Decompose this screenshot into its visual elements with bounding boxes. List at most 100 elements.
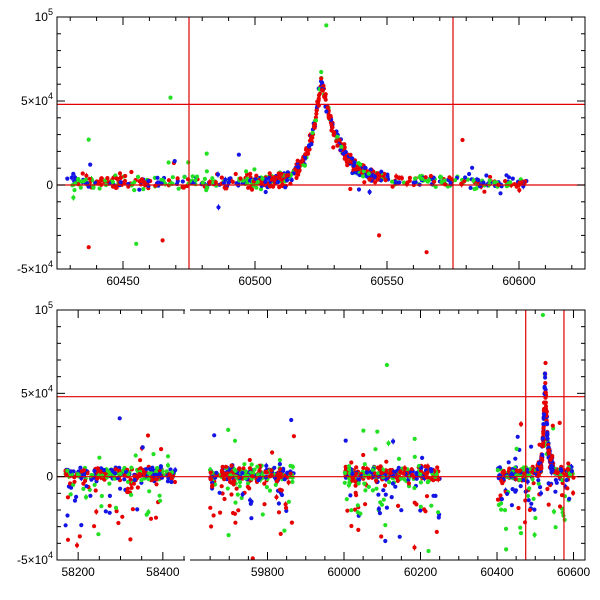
data-point	[63, 523, 68, 528]
data-point	[272, 465, 277, 470]
data-point	[283, 185, 288, 190]
data-point	[409, 467, 414, 472]
data-point	[240, 470, 245, 476]
data-point	[363, 488, 368, 493]
data-point	[277, 462, 282, 467]
data-point	[344, 159, 349, 164]
data-point	[148, 516, 154, 521]
data-point	[432, 179, 437, 184]
data-point	[209, 524, 214, 529]
data-point	[355, 510, 360, 515]
data-point	[219, 175, 224, 180]
data-point	[381, 488, 386, 493]
data-point	[75, 472, 80, 477]
data-point	[356, 187, 362, 192]
data-point	[180, 179, 185, 184]
data-point	[241, 466, 246, 471]
data-point	[313, 118, 319, 123]
data-point	[348, 493, 353, 498]
data-point	[135, 507, 140, 512]
data-point	[263, 475, 268, 480]
data-point	[529, 501, 534, 506]
data-point	[356, 161, 361, 166]
data-point	[92, 482, 97, 487]
data-point	[220, 464, 225, 469]
data-point	[383, 538, 388, 544]
data-point	[354, 471, 359, 476]
data-point	[275, 179, 281, 185]
data-point	[123, 173, 128, 179]
data-point	[271, 184, 276, 189]
data-point	[492, 180, 497, 185]
data-point	[518, 484, 523, 489]
data-point	[65, 495, 70, 500]
data-point	[223, 464, 229, 469]
data-point	[506, 460, 511, 465]
data-point	[518, 525, 523, 530]
data-point	[335, 143, 340, 148]
data-point	[399, 476, 404, 481]
data-point	[160, 238, 165, 243]
data-point	[356, 527, 361, 533]
data-point	[288, 463, 293, 468]
data-point	[258, 187, 264, 192]
data-point	[563, 472, 568, 477]
data-point	[117, 416, 122, 421]
data-point	[484, 173, 489, 178]
data-point	[159, 447, 164, 452]
data-point	[356, 166, 362, 171]
data-point	[242, 462, 247, 467]
data-point	[349, 523, 354, 529]
data-point	[151, 452, 156, 457]
data-point	[88, 493, 93, 498]
data-point	[86, 137, 91, 142]
data-point	[248, 501, 253, 506]
data-point	[362, 180, 367, 185]
data-point	[510, 176, 515, 181]
data-point	[499, 507, 504, 512]
data-point	[319, 69, 324, 75]
data-point	[260, 512, 265, 517]
data-point	[555, 470, 560, 475]
data-point	[362, 481, 367, 486]
data-point	[276, 510, 282, 515]
x-tick-label: 60400	[480, 565, 514, 579]
data-point	[205, 185, 210, 190]
data-point	[460, 137, 465, 143]
data-point	[392, 469, 397, 475]
y-tick-label: 105	[35, 300, 53, 317]
data-point	[541, 429, 546, 434]
data-point	[137, 187, 142, 192]
data-point	[277, 185, 282, 190]
data-point	[284, 508, 289, 513]
data-point	[284, 173, 289, 178]
data-point	[224, 186, 229, 191]
data-point	[361, 428, 366, 433]
data-point	[307, 138, 313, 143]
data-point	[499, 497, 504, 502]
data-point	[235, 492, 240, 497]
data-point	[376, 492, 381, 497]
data-point	[303, 147, 309, 152]
data-point	[226, 427, 231, 432]
data-point	[295, 158, 300, 163]
data-point	[272, 175, 277, 180]
data-point	[566, 461, 571, 466]
data-point	[382, 483, 388, 488]
data-point	[527, 486, 532, 491]
data-point	[396, 175, 401, 181]
data-point	[448, 180, 453, 186]
data-point	[176, 186, 181, 191]
data-point	[254, 173, 259, 178]
data-point	[418, 472, 423, 477]
data-point	[348, 186, 353, 192]
data-point	[81, 486, 86, 491]
data-point	[345, 508, 350, 513]
data-point	[310, 135, 315, 140]
data-point	[263, 179, 268, 184]
data-point	[379, 169, 384, 174]
data-point	[233, 520, 238, 525]
data-point	[107, 503, 112, 508]
data-point	[379, 502, 385, 507]
data-point	[540, 442, 546, 447]
